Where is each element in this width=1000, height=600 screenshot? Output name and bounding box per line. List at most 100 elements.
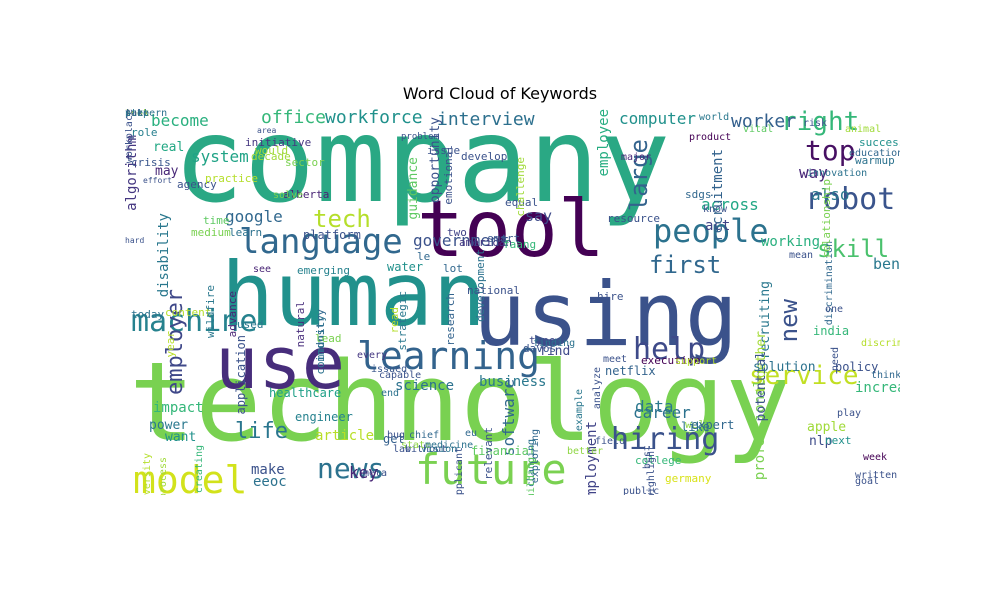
word-tech: tech bbox=[313, 205, 371, 233]
word-well: well bbox=[685, 418, 712, 431]
word-real: real bbox=[153, 140, 185, 155]
word-mean: mean bbox=[789, 250, 814, 261]
word-without: without bbox=[405, 444, 448, 455]
word-analyze: analyze bbox=[592, 367, 603, 410]
word-india: india bbox=[813, 324, 850, 338]
word-application: application bbox=[234, 335, 248, 415]
word-need: need bbox=[830, 347, 841, 372]
word-develop: develop bbox=[461, 150, 508, 163]
word-machine: machine bbox=[131, 304, 258, 339]
word-right: right bbox=[781, 109, 860, 137]
word-news: news bbox=[317, 452, 385, 485]
word-finding: finding bbox=[533, 338, 576, 349]
word-content: content bbox=[165, 306, 212, 319]
word-medicine: medicine bbox=[425, 440, 474, 451]
word-recruitment: recruitment bbox=[710, 149, 726, 242]
word-agency: agency bbox=[177, 178, 217, 191]
word-highlight: highlight bbox=[646, 445, 657, 495]
word-step: step bbox=[125, 109, 150, 119]
word-business: business bbox=[479, 374, 547, 390]
word-national: national bbox=[467, 284, 520, 297]
word-major: major bbox=[621, 152, 652, 163]
word-know: know bbox=[703, 204, 728, 215]
word-way: way bbox=[799, 163, 828, 182]
word-hiring: hiring bbox=[611, 422, 720, 457]
word-hard: hard bbox=[125, 236, 145, 245]
word-davos: davos bbox=[523, 342, 557, 355]
word-written: written bbox=[855, 470, 898, 481]
word-first: first bbox=[649, 251, 722, 279]
word-goal: goal bbox=[855, 476, 880, 487]
word-meet: meet bbox=[603, 354, 628, 365]
word-life: life bbox=[235, 419, 288, 444]
word-financial: financial bbox=[471, 444, 537, 458]
word-language: language bbox=[239, 222, 403, 262]
word-google: google bbox=[225, 207, 283, 226]
word-tool: tool bbox=[417, 185, 605, 275]
word-world: world bbox=[699, 112, 730, 123]
word-people: people bbox=[653, 212, 769, 250]
word-water: water bbox=[387, 260, 424, 274]
word-challenge: challenge bbox=[514, 157, 527, 217]
word-system: system bbox=[191, 147, 249, 166]
word-decade: decade bbox=[251, 150, 291, 163]
word-look: look bbox=[125, 109, 150, 119]
word-initiative: initiative bbox=[245, 136, 312, 149]
word-product: product bbox=[689, 132, 732, 143]
word-relevant: relevant bbox=[482, 427, 495, 480]
word-time: time bbox=[203, 214, 230, 227]
word-netflix: netflix bbox=[605, 364, 656, 378]
word-would: would bbox=[255, 144, 289, 157]
word-solve: solve bbox=[273, 190, 304, 201]
word-eeoc: eeoc bbox=[253, 474, 287, 490]
word-relationship: relationship bbox=[820, 179, 833, 259]
word-year: year bbox=[164, 331, 177, 358]
word-le: le bbox=[417, 250, 431, 263]
word-make: make bbox=[251, 462, 285, 478]
word-like: like bbox=[681, 420, 710, 434]
word-example: example bbox=[574, 389, 585, 432]
word-new: new bbox=[775, 299, 803, 343]
word-working: working bbox=[761, 234, 821, 250]
word-robot: robot bbox=[805, 182, 896, 217]
word-engineer: engineer bbox=[295, 410, 353, 424]
word-career: career bbox=[633, 403, 691, 422]
word-public: public bbox=[623, 486, 660, 496]
word-alberta: alberta bbox=[283, 188, 330, 201]
word-end: end bbox=[381, 388, 400, 399]
word-key: key bbox=[349, 463, 378, 482]
word-large: large bbox=[625, 139, 653, 212]
word-see: see bbox=[253, 264, 272, 275]
word-field: field bbox=[595, 436, 626, 447]
word-research: research bbox=[444, 293, 457, 346]
word-also: also bbox=[811, 185, 850, 204]
word-solution: solution bbox=[753, 360, 816, 375]
word-hire: hire bbox=[597, 290, 624, 303]
word-strategic: strategic bbox=[396, 291, 409, 351]
word-process: process bbox=[158, 457, 169, 495]
word-using: using bbox=[473, 263, 738, 366]
word-university: university bbox=[142, 453, 153, 495]
word-medium: medium bbox=[191, 226, 231, 239]
word-education: education bbox=[849, 148, 900, 159]
word-across: across bbox=[701, 195, 759, 214]
word-get: get bbox=[383, 432, 405, 446]
word-wildfire: wildfire bbox=[204, 285, 217, 338]
word-benefit: benefit bbox=[873, 255, 900, 273]
word-animal: animal bbox=[845, 124, 882, 135]
word-workforce: workforce bbox=[325, 109, 423, 128]
word-may: may bbox=[155, 164, 179, 179]
word-play: play bbox=[837, 408, 862, 419]
word-exploring: exploring bbox=[530, 429, 541, 484]
word-platform: platform bbox=[303, 228, 361, 242]
word-service: service bbox=[749, 361, 859, 391]
word-vision: vision bbox=[421, 444, 458, 455]
word-bug: bug bbox=[387, 430, 406, 441]
word-want: want bbox=[165, 430, 197, 445]
word-government: government bbox=[413, 231, 510, 250]
word-success: success bbox=[859, 136, 900, 149]
word-chief: chief bbox=[409, 430, 440, 441]
word-technology: technology bbox=[129, 338, 792, 466]
word-crisis: crisis bbox=[131, 156, 171, 169]
